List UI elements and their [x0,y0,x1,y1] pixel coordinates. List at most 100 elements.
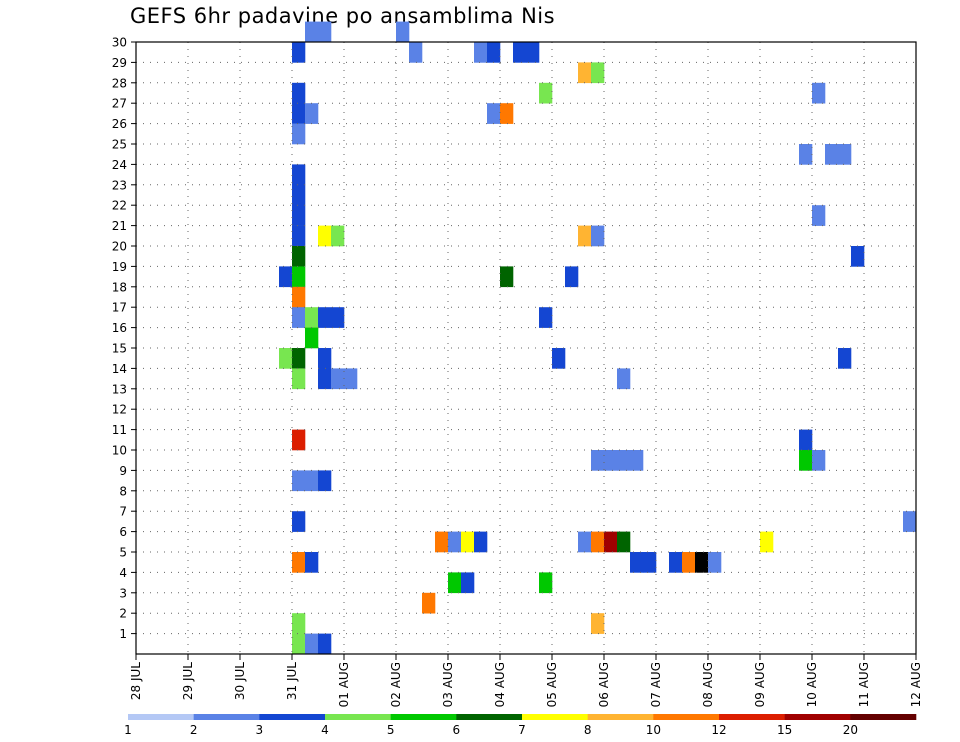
colorbar-swatch [193,714,260,720]
cell-29 [578,225,592,247]
cell-67 [435,531,449,553]
colorbar-label: 15 [777,723,792,737]
cell-72 [591,531,605,553]
colorbar-label: 8 [584,723,592,737]
y-tick-label: 18 [112,280,127,294]
cell-86 [539,572,553,594]
cell-60 [799,450,813,471]
cell-74 [617,531,631,553]
cell-62 [292,470,306,492]
cell-68 [448,531,462,553]
cell-7 [513,42,527,63]
cell-65 [292,511,306,532]
cell-71 [578,531,592,553]
colorbar-swatch [325,714,391,720]
x-tick-label: 30 JUL [233,662,247,700]
colorbar-label: 5 [387,723,395,737]
colorbar-label: 2 [190,723,198,737]
x-tick-label: 09 AUG [753,662,767,707]
colorbar-label: 1 [124,723,132,737]
cell-89 [591,613,605,634]
cell-79 [643,552,657,573]
y-tick-label: 17 [112,301,127,315]
cell-55 [799,429,813,451]
cell-21 [838,144,852,165]
y-tick-label: 19 [112,260,127,274]
y-tick-label: 9 [119,464,127,478]
cell-27 [318,225,332,247]
x-tick-label: 12 AUG [909,662,923,707]
plot-frame [135,41,917,655]
cell-59 [630,450,644,471]
cell-3 [292,42,306,63]
y-tick-label: 21 [112,219,127,233]
cell-46 [318,348,332,369]
cell-49 [292,368,306,390]
cell-48 [838,348,852,369]
cell-12 [539,82,553,104]
y-tick-label: 27 [112,97,127,111]
grid-layer [136,42,916,654]
cell-47 [552,348,566,369]
y-tick-label: 14 [112,362,127,376]
cell-17 [500,103,514,124]
cell-83 [708,552,722,573]
cell-45 [292,348,306,369]
colorbar-label: 20 [843,723,858,737]
colorbar-swatch [653,714,720,720]
cell-51 [331,368,345,390]
cell-23 [292,184,306,206]
cell-44 [279,348,293,369]
cell-40 [318,307,332,328]
x-tick-label: 04 AUG [493,662,507,707]
y-tick-label: 22 [112,199,127,213]
y-tick-label: 15 [112,342,127,356]
y-tick-label: 2 [119,607,127,621]
cell-78 [630,552,644,573]
y-tick-label: 29 [112,56,127,70]
y-tick-label: 12 [112,403,127,417]
y-tick-label: 28 [112,76,127,90]
cell-33 [279,266,293,288]
y-tick-label: 24 [112,158,127,172]
cell-90 [292,633,306,655]
cell-80 [669,552,683,573]
colorbar-label: 6 [453,723,461,737]
colorbar-swatch [587,714,654,720]
cell-66 [903,511,917,532]
cell-39 [305,307,319,328]
cell-16 [487,103,501,124]
cell-42 [539,307,553,328]
cell-0 [305,21,319,43]
cell-64 [318,470,332,492]
cell-24 [292,205,306,226]
chart-title: GEFS 6hr padavine po ansamblima Nis [130,4,556,28]
cell-91 [305,633,319,655]
cell-75 [760,531,774,553]
colorbar-swatch [522,714,588,720]
y-tick-label: 30 [112,36,127,50]
y-tick-label: 6 [119,525,127,539]
cell-92 [318,633,332,655]
cell-56 [591,450,605,471]
x-tick-label: 03 AUG [441,662,455,707]
cell-41 [331,307,345,328]
cell-19 [799,144,813,165]
x-tick-label: 06 AUG [597,662,611,707]
x-tick-label: 11 AUG [857,662,871,707]
cell-57 [604,450,618,471]
cell-81 [682,552,696,573]
cell-8 [526,42,540,63]
y-tick-label: 5 [119,546,127,560]
cell-87 [422,592,436,614]
cell-35 [500,266,514,288]
colorbar-swatch [719,714,785,720]
x-tick-label: 05 AUG [545,662,559,707]
cell-38 [292,307,306,328]
x-tick-label: 29 JUL [181,662,195,700]
cell-20 [825,144,839,165]
x-axis: 28 JUL 29 JUL 30 JUL 31 JUL 01 AUG 02 AUG 03 A… [129,654,923,707]
cell-58 [617,450,631,471]
cell-37 [292,286,306,308]
